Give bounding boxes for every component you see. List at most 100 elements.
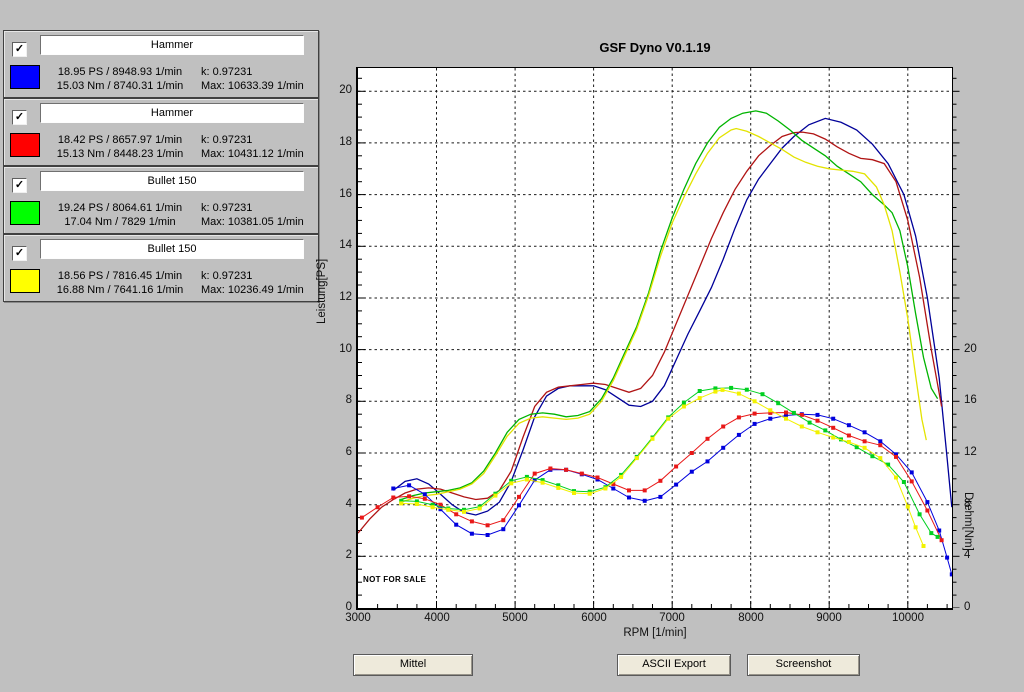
data-marker bbox=[760, 392, 765, 397]
data-marker bbox=[736, 415, 741, 420]
mittel-button[interactable]: Mittel bbox=[353, 654, 473, 676]
visibility-checkbox[interactable]: ✓ bbox=[12, 42, 27, 57]
visibility-checkbox[interactable]: ✓ bbox=[12, 246, 27, 261]
x-tick-label: 8000 bbox=[738, 612, 764, 624]
left-tick-label: 10 bbox=[339, 343, 352, 355]
data-marker bbox=[524, 474, 529, 479]
left-tick-label: 4 bbox=[345, 498, 352, 510]
data-marker bbox=[697, 396, 702, 401]
data-marker bbox=[524, 477, 529, 482]
data-marker bbox=[776, 401, 781, 406]
data-marker bbox=[477, 506, 482, 511]
data-marker bbox=[752, 421, 757, 426]
visibility-checkbox[interactable]: ✓ bbox=[12, 178, 27, 193]
not-for-sale-watermark: NOT FOR SALE bbox=[363, 575, 427, 584]
data-marker bbox=[642, 488, 647, 493]
visibility-checkbox[interactable]: ✓ bbox=[12, 110, 27, 125]
data-marker bbox=[784, 410, 788, 415]
run-name-field[interactable]: Hammer bbox=[40, 35, 304, 55]
left-tick-label: 0 bbox=[345, 601, 352, 613]
data-marker bbox=[697, 389, 702, 393]
data-marker bbox=[878, 439, 883, 444]
data-marker bbox=[784, 416, 788, 421]
data-marker bbox=[469, 519, 474, 524]
data-marker bbox=[905, 504, 910, 509]
data-marker bbox=[713, 389, 718, 394]
data-marker bbox=[650, 436, 655, 441]
power-stat: 18.42 PS / 8657.97 1/min bbox=[57, 134, 183, 146]
data-marker bbox=[862, 439, 867, 444]
left-axis-title: Leistung[PS] bbox=[316, 258, 328, 324]
run-name-field[interactable]: Bullet 150 bbox=[40, 171, 304, 191]
data-marker bbox=[878, 456, 883, 461]
data-marker bbox=[831, 435, 836, 440]
color-swatch bbox=[10, 201, 40, 225]
data-marker bbox=[399, 498, 404, 503]
data-marker bbox=[744, 387, 749, 392]
max-rpm-stat: Max: 10431.12 1/min bbox=[201, 148, 304, 160]
data-marker bbox=[846, 423, 851, 428]
data-marker bbox=[768, 408, 773, 413]
data-marker bbox=[414, 499, 419, 504]
data-marker bbox=[705, 436, 710, 441]
data-marker bbox=[666, 416, 671, 421]
max-rpm-stat: Max: 10236.49 1/min bbox=[201, 284, 304, 296]
color-swatch bbox=[10, 269, 40, 293]
Hammer-blue-power-curve bbox=[392, 117, 952, 516]
right-axis-title: Drehm[Nm] bbox=[962, 492, 974, 551]
data-marker bbox=[540, 478, 545, 483]
data-marker bbox=[815, 418, 820, 423]
data-marker bbox=[603, 486, 608, 491]
x-tick-label: 10000 bbox=[892, 612, 924, 624]
data-marker bbox=[430, 505, 435, 510]
right-tick-label: 4 bbox=[964, 549, 971, 561]
Bullet-150-green-torque-curve bbox=[401, 387, 938, 538]
data-marker bbox=[917, 512, 922, 517]
data-marker bbox=[925, 508, 930, 513]
data-marker bbox=[937, 528, 942, 533]
data-marker bbox=[752, 399, 757, 404]
data-marker bbox=[391, 495, 396, 500]
data-marker bbox=[414, 502, 419, 506]
data-marker bbox=[501, 518, 506, 523]
data-marker bbox=[689, 451, 694, 455]
data-marker bbox=[791, 410, 796, 415]
right-tick-label: 16 bbox=[964, 394, 977, 406]
ascii-export-button[interactable]: ASCII Export bbox=[617, 654, 731, 676]
data-marker bbox=[909, 470, 914, 475]
x-tick-label: 6000 bbox=[581, 612, 607, 624]
data-marker bbox=[945, 555, 950, 560]
data-marker bbox=[878, 443, 883, 448]
Hammer-red-power-curve bbox=[358, 131, 943, 534]
power-stat: 19.24 PS / 8064.61 1/min bbox=[57, 202, 183, 214]
data-marker bbox=[784, 413, 788, 418]
left-tick-label: 12 bbox=[339, 291, 352, 303]
torque-stat: 15.13 Nm / 8448.23 1/min bbox=[56, 148, 184, 160]
run-name-field[interactable]: Hammer bbox=[40, 103, 304, 123]
torque-stat: 16.88 Nm / 7641.16 1/min bbox=[56, 284, 184, 296]
data-marker bbox=[831, 416, 836, 421]
legend-panel-hammer-red: ✓ Hammer 18.42 PS / 8657.97 1/min k: 0.9… bbox=[3, 98, 319, 166]
data-marker bbox=[619, 474, 624, 479]
right-axis-ticks bbox=[953, 77, 960, 608]
Bullet-150-green-power-curve bbox=[400, 110, 939, 501]
x-axis-title: RPM [1/min] bbox=[623, 627, 687, 639]
dyno-plot-area bbox=[356, 67, 953, 610]
data-marker bbox=[949, 572, 952, 577]
torque-stat: 17.04 Nm / 7829 1/min bbox=[64, 216, 176, 228]
Bullet-150-yellow-power-curve bbox=[400, 127, 927, 503]
data-marker bbox=[658, 478, 663, 483]
right-tick-label: 20 bbox=[964, 343, 977, 355]
k-factor: k: 0.97231 bbox=[201, 270, 253, 282]
data-marker bbox=[556, 483, 561, 488]
data-marker bbox=[807, 420, 812, 425]
run-name-field[interactable]: Bullet 150 bbox=[40, 239, 304, 259]
data-marker bbox=[627, 495, 631, 500]
data-marker bbox=[736, 391, 741, 396]
dyno-curves-canvas bbox=[358, 68, 952, 608]
data-marker bbox=[894, 452, 898, 457]
screenshot-button[interactable]: Screenshot bbox=[747, 654, 860, 676]
data-marker bbox=[929, 531, 934, 536]
data-marker bbox=[909, 479, 914, 484]
data-marker bbox=[815, 430, 820, 435]
